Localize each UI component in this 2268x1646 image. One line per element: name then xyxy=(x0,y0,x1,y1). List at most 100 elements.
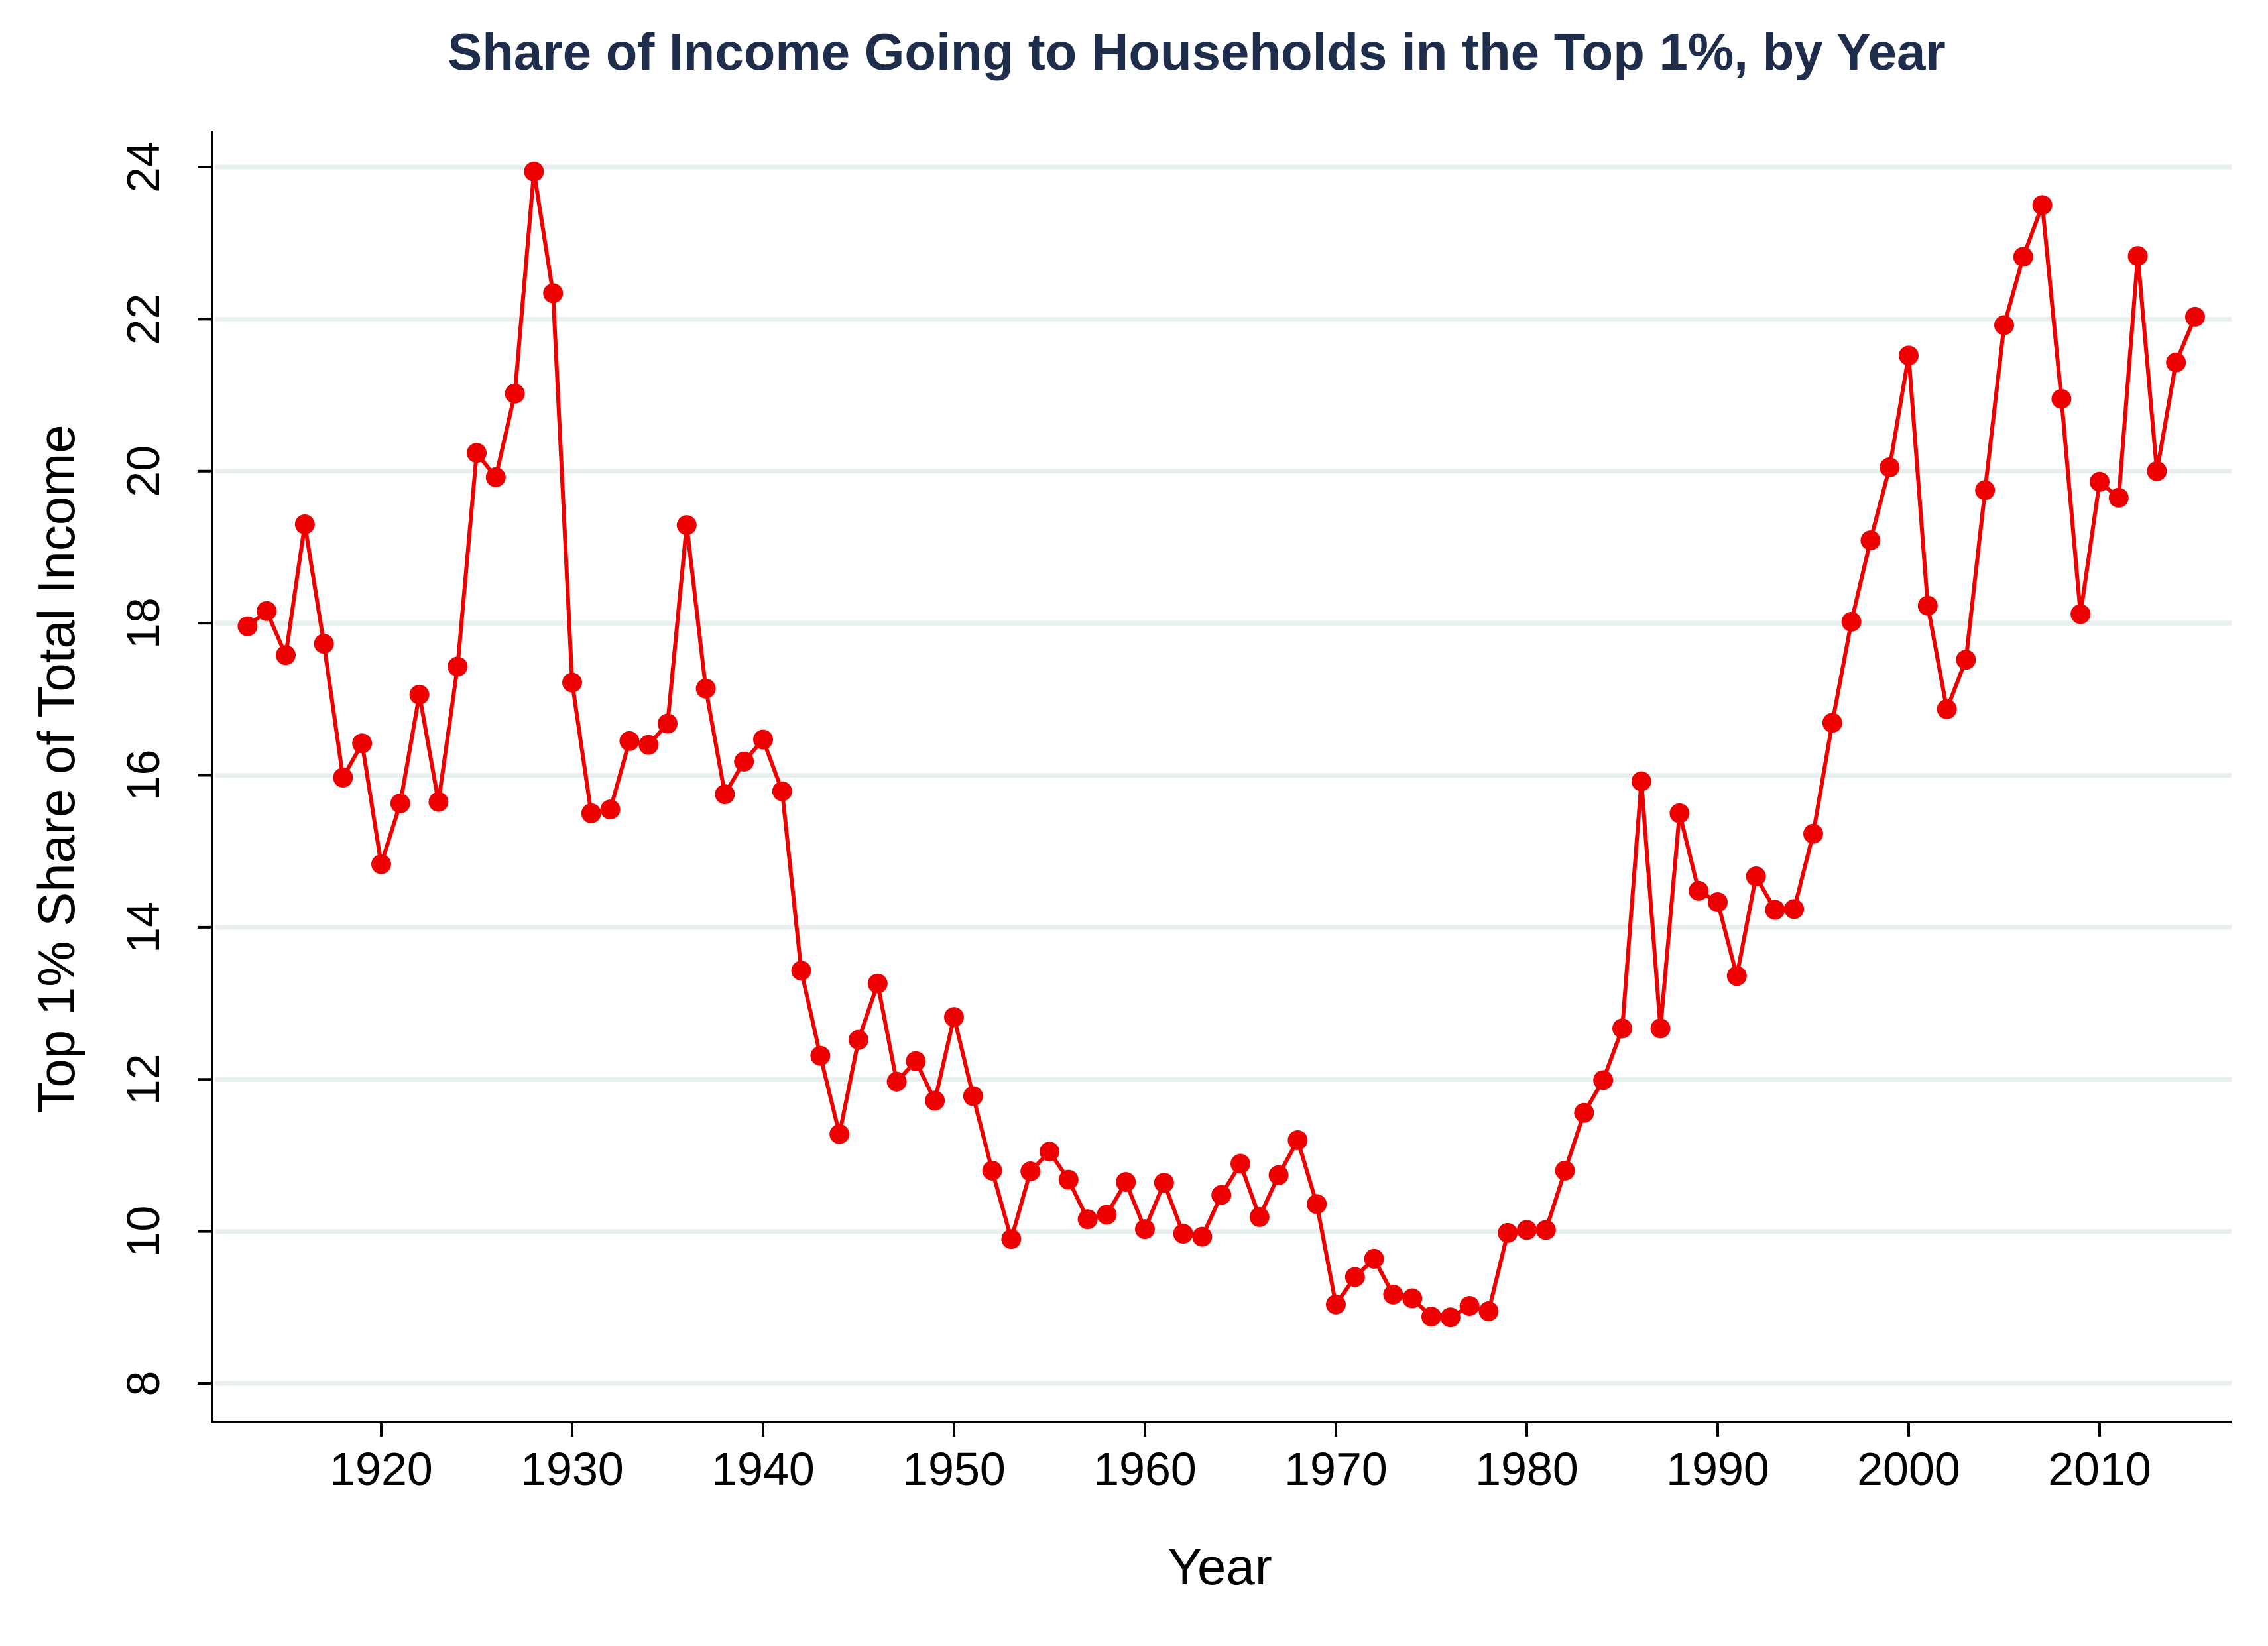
data-point-1935 xyxy=(658,713,678,734)
data-point-2000 xyxy=(1899,345,1919,366)
series-top-1pct-share xyxy=(237,161,2205,1328)
data-point-1921 xyxy=(390,793,410,813)
data-point-1963 xyxy=(1192,1226,1213,1247)
data-point-1925 xyxy=(467,443,487,463)
data-point-1920 xyxy=(371,854,391,874)
y-gridlines xyxy=(215,164,2232,1386)
data-point-2004 xyxy=(1975,480,1996,500)
y-tick-label-18: 18 xyxy=(117,597,169,649)
data-point-1952 xyxy=(982,1160,1002,1181)
data-point-1978 xyxy=(1478,1301,1499,1322)
data-point-2010 xyxy=(2090,471,2110,492)
data-point-1924 xyxy=(448,656,468,677)
data-point-2008 xyxy=(2051,388,2072,409)
x-tick-label-1950: 1950 xyxy=(902,1443,1006,1495)
data-point-1971 xyxy=(1344,1267,1365,1287)
data-point-1968 xyxy=(1287,1130,1308,1150)
data-point-1980 xyxy=(1517,1220,1537,1240)
data-point-1985 xyxy=(1612,1018,1632,1039)
data-point-1954 xyxy=(1020,1161,1041,1182)
y-tick-label-20: 20 xyxy=(117,445,169,497)
x-tick-label-2000: 2000 xyxy=(1857,1443,1960,1495)
data-point-1926 xyxy=(485,467,506,487)
data-point-1922 xyxy=(409,684,430,705)
data-point-2012 xyxy=(2127,246,2148,266)
data-point-1916 xyxy=(294,514,315,535)
data-point-1956 xyxy=(1058,1169,1079,1190)
data-point-2009 xyxy=(2070,604,2091,624)
data-point-1948 xyxy=(906,1051,926,1071)
y-tick-label-12: 12 xyxy=(117,1053,169,1105)
data-point-1929 xyxy=(543,283,564,304)
data-point-2015 xyxy=(2185,306,2205,327)
y-tick-label-10: 10 xyxy=(117,1206,169,1258)
y-tick-label-14: 14 xyxy=(117,902,169,953)
data-point-1917 xyxy=(314,634,334,654)
data-point-1999 xyxy=(1880,457,1900,478)
x-tick-label-2010: 2010 xyxy=(2048,1443,2151,1495)
data-point-1996 xyxy=(1822,713,1842,733)
data-point-1965 xyxy=(1230,1153,1250,1174)
data-point-1974 xyxy=(1402,1288,1423,1309)
data-point-1936 xyxy=(676,515,697,536)
y-axis-ticks: 8 10 12 14 16 18 20 22 24 xyxy=(117,141,212,1396)
data-point-1919 xyxy=(352,733,373,754)
data-point-1988 xyxy=(1669,803,1690,823)
data-point-1997 xyxy=(1841,611,1862,632)
data-point-1939 xyxy=(734,751,754,772)
data-point-2003 xyxy=(1956,650,1976,670)
data-point-1913 xyxy=(237,616,258,636)
data-point-1957 xyxy=(1077,1209,1098,1230)
x-axis-ticks: 1920 1930 1940 1950 1960 1970 1980 1990 2000 2010 xyxy=(329,1422,2151,1495)
data-point-1944 xyxy=(829,1124,850,1144)
data-point-1950 xyxy=(944,1007,964,1028)
data-point-2006 xyxy=(2013,247,2033,267)
x-tick-label-1960: 1960 xyxy=(1093,1443,1197,1495)
data-point-1949 xyxy=(925,1090,945,1111)
data-point-1983 xyxy=(1574,1102,1594,1123)
data-point-1981 xyxy=(1535,1220,1556,1240)
data-point-1991 xyxy=(1726,966,1747,986)
data-point-1989 xyxy=(1689,880,1709,901)
x-tick-label-1970: 1970 xyxy=(1284,1443,1388,1495)
data-point-1923 xyxy=(428,792,449,812)
data-point-1941 xyxy=(772,781,792,801)
data-point-1942 xyxy=(791,961,811,981)
data-point-1959 xyxy=(1116,1172,1136,1193)
data-point-1962 xyxy=(1173,1224,1193,1244)
data-point-1982 xyxy=(1555,1160,1575,1181)
x-axis-label: Year xyxy=(1167,1537,1272,1596)
data-point-1972 xyxy=(1364,1248,1384,1269)
data-point-1975 xyxy=(1421,1307,1441,1327)
data-point-2011 xyxy=(2108,487,2129,508)
data-point-1938 xyxy=(715,784,735,805)
data-point-1940 xyxy=(753,729,773,750)
data-point-1993 xyxy=(1765,900,1785,920)
data-point-1947 xyxy=(886,1071,907,1092)
data-point-1973 xyxy=(1383,1284,1403,1305)
data-point-1915 xyxy=(276,645,296,666)
data-point-1934 xyxy=(638,735,659,755)
x-tick-label-1920: 1920 xyxy=(329,1443,433,1495)
data-point-1961 xyxy=(1154,1173,1174,1193)
data-point-1976 xyxy=(1440,1307,1461,1328)
data-point-1966 xyxy=(1249,1206,1270,1227)
chart-title: Share of Income Going to Households in t… xyxy=(448,23,1945,81)
data-point-1946 xyxy=(867,973,888,994)
data-point-1918 xyxy=(333,767,353,788)
data-point-1914 xyxy=(257,601,277,621)
data-point-1994 xyxy=(1784,899,1805,919)
data-point-2001 xyxy=(1917,595,1938,616)
data-point-2007 xyxy=(2032,195,2053,215)
data-point-1987 xyxy=(1650,1018,1671,1039)
data-point-1955 xyxy=(1040,1142,1059,1162)
data-point-1951 xyxy=(963,1086,983,1106)
data-point-1931 xyxy=(581,803,601,823)
data-point-1998 xyxy=(1860,530,1881,551)
x-tick-label-1930: 1930 xyxy=(520,1443,624,1495)
data-point-1945 xyxy=(849,1029,868,1050)
data-point-1986 xyxy=(1631,771,1651,792)
data-point-2002 xyxy=(1937,699,1957,719)
data-point-1932 xyxy=(600,799,621,820)
